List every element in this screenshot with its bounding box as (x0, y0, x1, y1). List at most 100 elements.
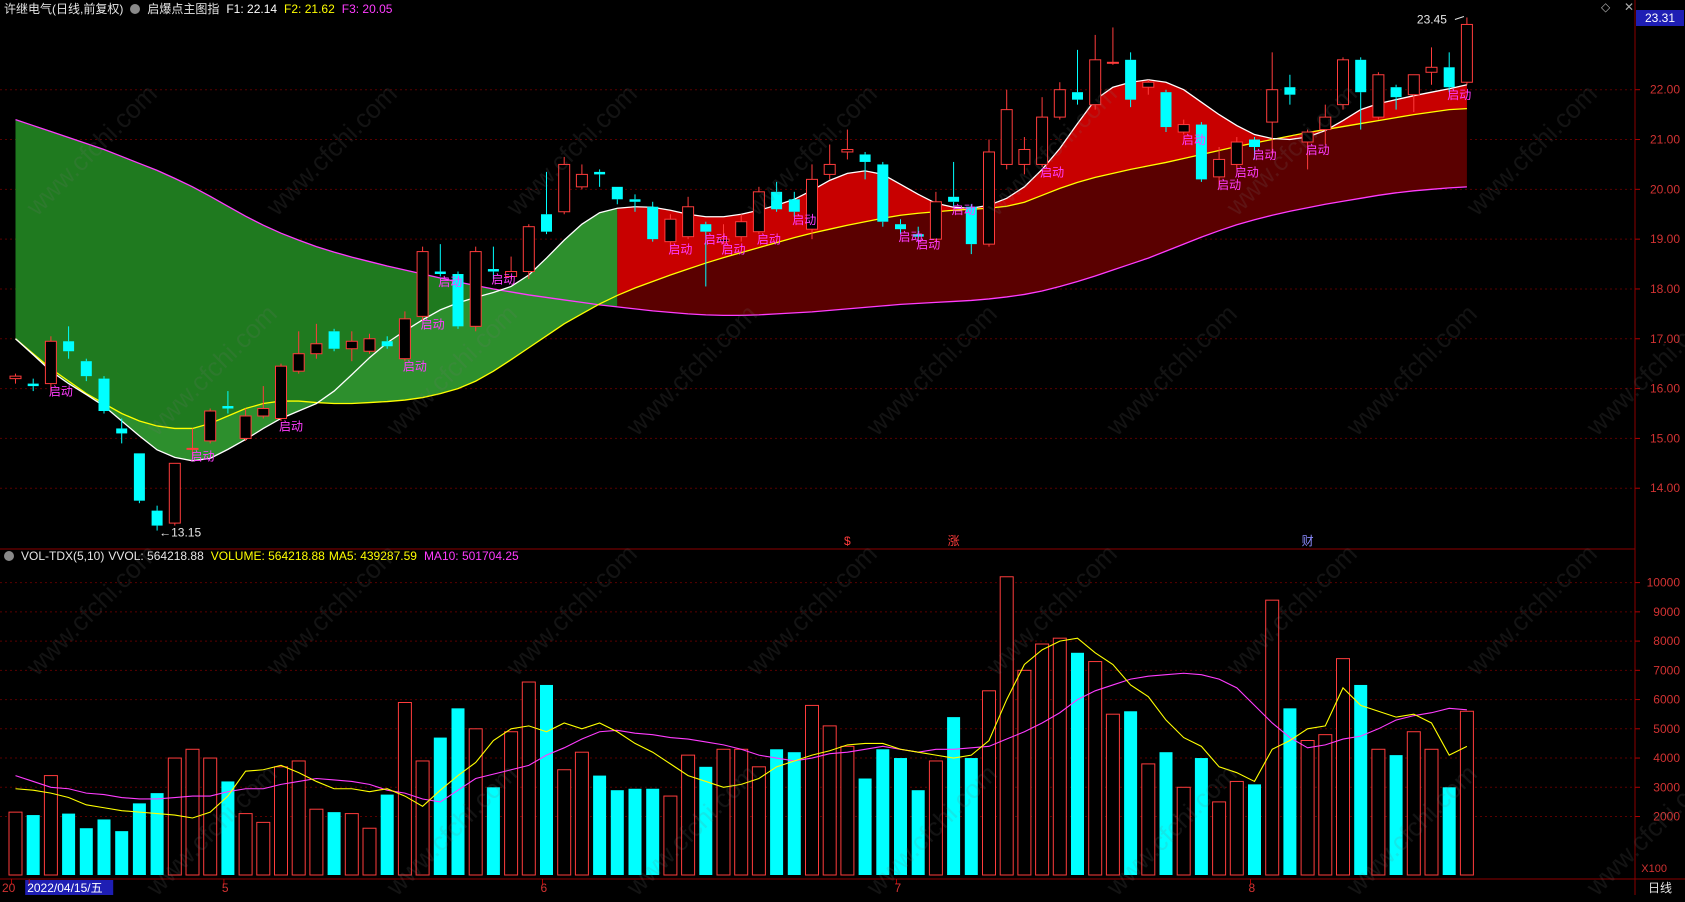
candle-body (929, 201, 942, 240)
candle-body (168, 462, 181, 524)
period-label: 日线 (1648, 881, 1672, 895)
candle-body (469, 251, 482, 327)
volume-bar (1017, 669, 1032, 876)
ribbon-darkred-band (617, 108, 1467, 316)
candle-body (1106, 61, 1119, 64)
volume-bar (1124, 711, 1138, 875)
volume-bar (1459, 710, 1474, 876)
ribbon-band (15, 79, 1468, 462)
volume-indicator-dot-icon[interactable] (4, 551, 14, 561)
candle-body (27, 383, 39, 387)
volume-bar (1105, 713, 1120, 876)
candle-body (594, 171, 606, 175)
volume-bar (433, 737, 447, 875)
volume-bar (876, 749, 890, 875)
candle-body (558, 163, 571, 213)
volume-bar (451, 708, 465, 875)
candle-body (257, 408, 270, 417)
candle-body (381, 341, 393, 347)
ribbon-green-inner (15, 208, 618, 461)
price-tick-label: 14.00 (1650, 481, 1680, 495)
signal-label: 启动 (899, 230, 923, 244)
volume-bar (203, 757, 218, 876)
indicator-name[interactable]: 启爆点主图指 (147, 2, 220, 16)
volume-bar (1371, 748, 1386, 876)
volume-value: VOLUME: 564218.88 (210, 549, 325, 563)
signal-label: 启动 (952, 203, 976, 217)
candle-body (275, 365, 287, 419)
price-tick-label: 20.00 (1650, 182, 1680, 196)
candle-body (1160, 92, 1172, 128)
candle-body (292, 353, 305, 372)
candle-body (1337, 59, 1349, 106)
ma5-value: MA5: 439287.59 (328, 549, 417, 563)
candle-body (647, 206, 659, 240)
signal-label: 启动 (916, 238, 940, 252)
volume-bar (185, 748, 200, 876)
candle-body (1460, 23, 1473, 83)
volume-bar (540, 684, 553, 875)
volume-tick-label: 6000 (1653, 693, 1680, 707)
volume-bar (274, 766, 288, 876)
candle-body (1355, 59, 1367, 93)
f2-value: F2: 21.62 (284, 2, 335, 16)
price-tick-label: 22.00 (1650, 83, 1680, 97)
vvol-value: VVOL: 564218.88 (108, 549, 204, 563)
volume-bar (805, 704, 819, 876)
volume-bar (982, 690, 996, 876)
volume-bar (256, 821, 271, 876)
volume-ma-lines (15, 637, 1468, 819)
candle-body (186, 447, 199, 450)
ribbon-mid-line (15, 107, 1467, 430)
volume-bar (770, 749, 784, 875)
volume-bar (26, 815, 40, 875)
candle-body (806, 178, 818, 230)
stock-name[interactable]: 许继电气(日线,前复权) (4, 2, 124, 16)
price-tick-label: 18.00 (1650, 282, 1680, 296)
signal-label: 启动 (1182, 133, 1206, 147)
volume-tick-label: 5000 (1653, 722, 1680, 736)
diamond-icon[interactable]: ◇ (1601, 0, 1611, 14)
candle-body (752, 191, 765, 233)
volume-bar (751, 766, 766, 876)
volume-bar (646, 788, 660, 875)
candle-body (1425, 66, 1438, 73)
volume-bar (115, 831, 129, 875)
candle-body (1301, 131, 1314, 143)
volume-bar (1052, 637, 1067, 876)
candle-body (1036, 116, 1049, 165)
candle-body (948, 196, 960, 202)
volume-bar (43, 775, 58, 876)
volume-bar (221, 781, 235, 875)
signal-label: 启动 (279, 419, 303, 433)
current-price-box (1636, 10, 1684, 26)
candle-body (522, 226, 535, 273)
candle-body (717, 238, 730, 243)
volume-bar (947, 717, 961, 875)
volume-indicator-name[interactable]: VOL-TDX(5,10) (21, 549, 105, 563)
candle-body (1390, 87, 1402, 98)
date-label: 2022/04/15/五 (27, 881, 102, 895)
signal-label: 启动 (1217, 178, 1241, 192)
candle-body (682, 206, 695, 238)
candle-body (1018, 148, 1031, 165)
candle-body (63, 341, 75, 352)
candle-body (895, 224, 906, 230)
volume-tick-label: 9000 (1653, 605, 1680, 619)
indicator-dot-icon[interactable] (130, 4, 141, 14)
event-marker: $ (844, 534, 851, 548)
candle-body (1195, 124, 1207, 180)
candle-body (1443, 67, 1455, 88)
volume-bar (62, 813, 76, 875)
volume-bar (894, 758, 907, 875)
close-icon[interactable]: ✕ (1624, 0, 1635, 14)
signal-label: 启动 (1040, 165, 1064, 179)
signal-label: 启动 (792, 213, 816, 227)
candle-body (1319, 116, 1332, 131)
volume-bar (999, 576, 1014, 876)
signal-label: 启动 (421, 317, 445, 331)
candle-body (452, 274, 464, 327)
volume-bar (1088, 661, 1103, 876)
